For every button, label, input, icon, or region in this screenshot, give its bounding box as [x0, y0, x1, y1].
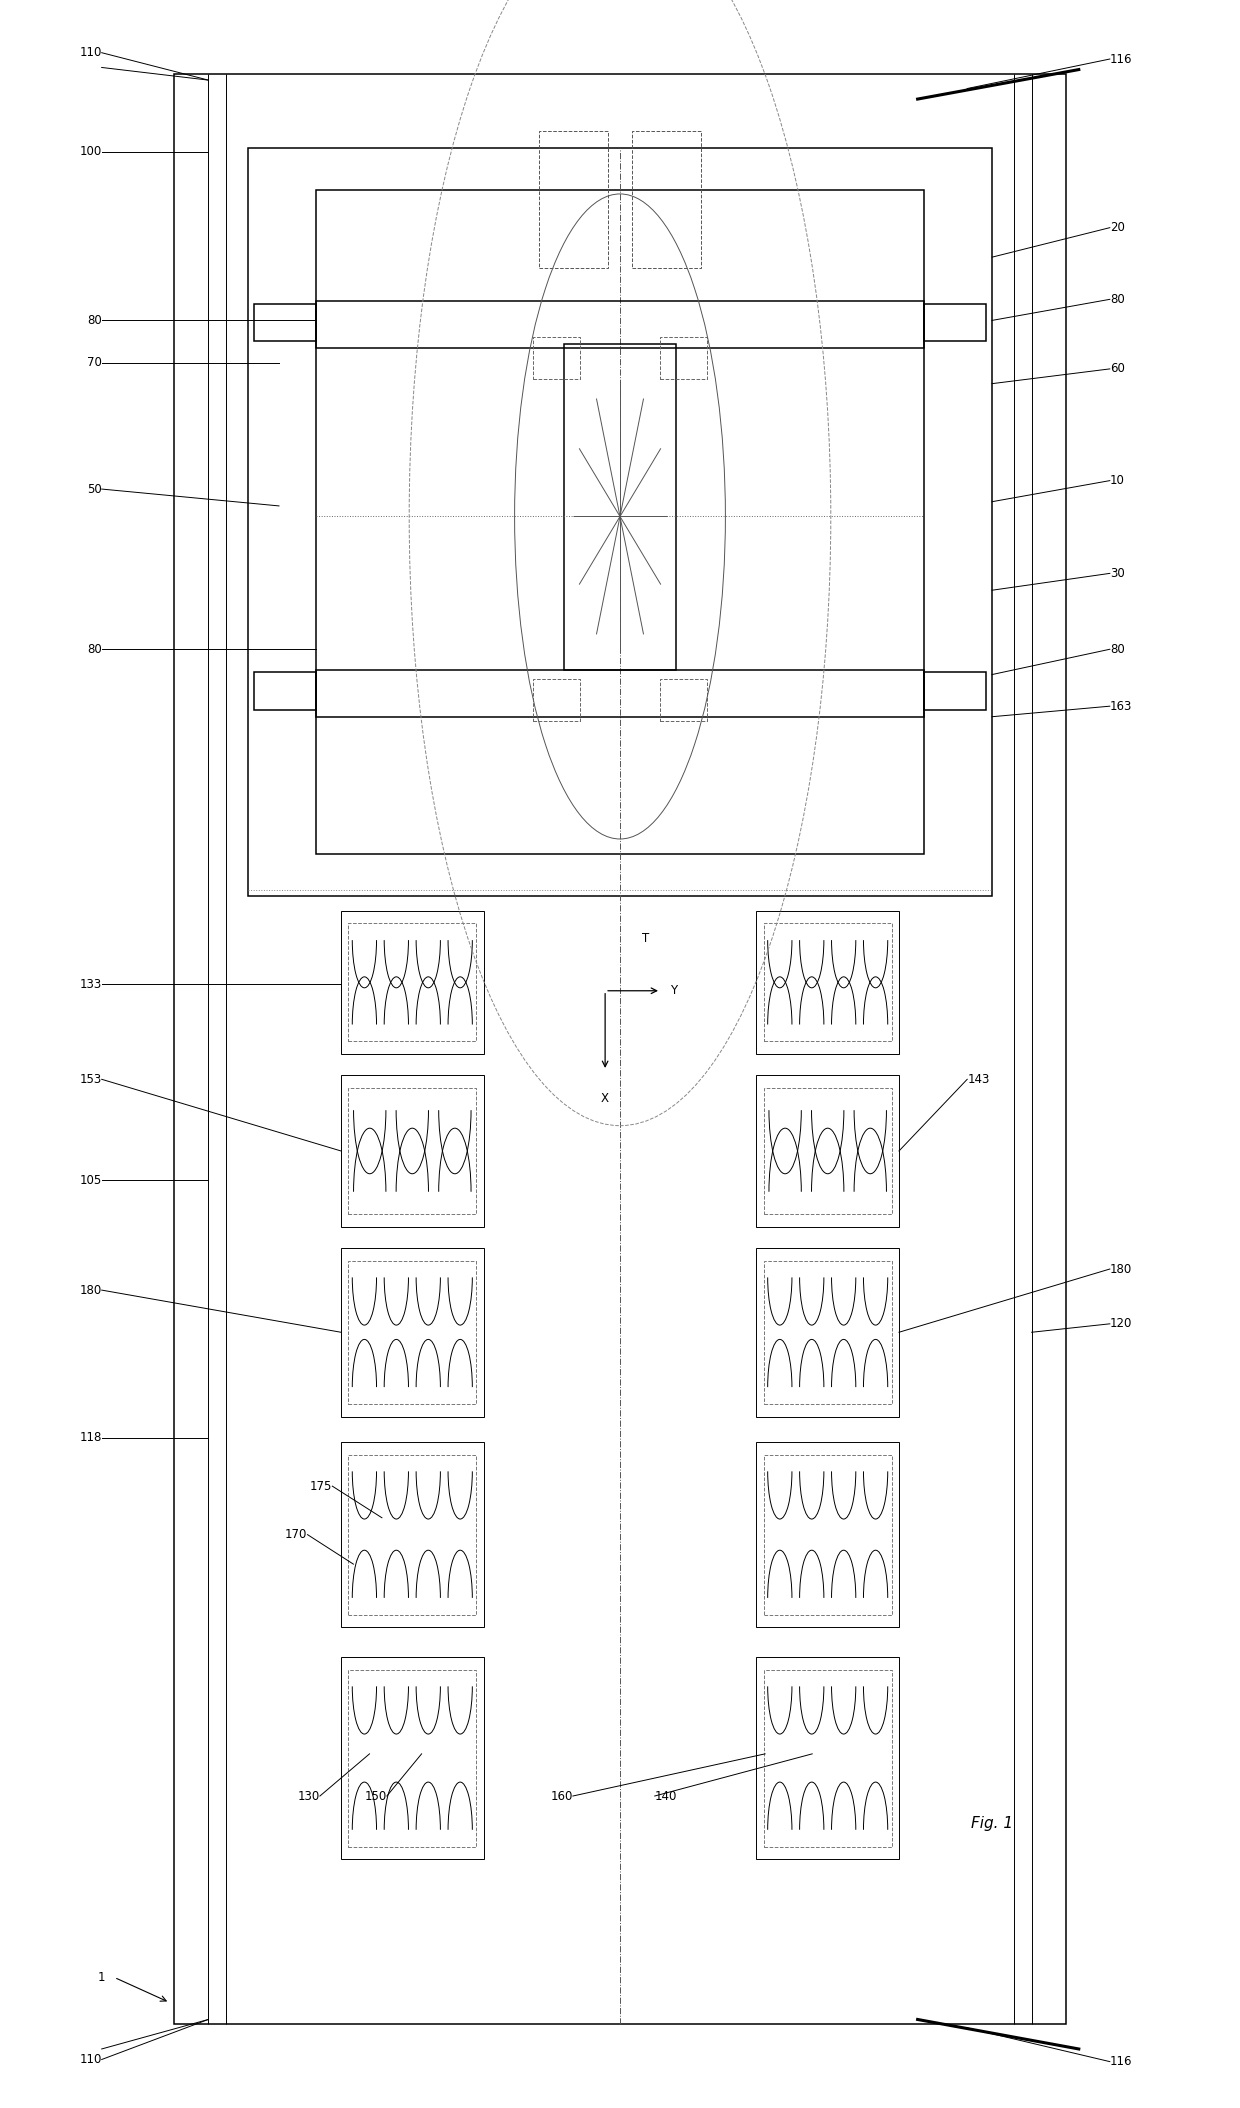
Text: 116: 116 — [1110, 53, 1132, 65]
Text: 20: 20 — [1110, 221, 1125, 234]
Text: 10: 10 — [1110, 474, 1125, 487]
Bar — [756, 911, 899, 1054]
Bar — [533, 337, 580, 379]
Bar — [174, 74, 1066, 2024]
Text: 80: 80 — [1110, 293, 1125, 306]
Bar — [254, 304, 316, 341]
Bar — [756, 1075, 899, 1227]
Text: 110: 110 — [79, 2053, 102, 2066]
Text: 110: 110 — [79, 46, 102, 59]
Text: 118: 118 — [79, 1431, 102, 1444]
Bar — [341, 1075, 484, 1227]
Bar — [764, 1670, 892, 1847]
Text: Y: Y — [670, 984, 677, 997]
Bar — [764, 1261, 892, 1404]
Text: 180: 180 — [79, 1284, 102, 1296]
Text: 150: 150 — [365, 1790, 387, 1802]
Text: 50: 50 — [87, 483, 102, 495]
Text: 130: 130 — [298, 1790, 320, 1802]
Text: X: X — [601, 1092, 609, 1105]
Bar — [348, 1455, 476, 1615]
Text: 80: 80 — [1110, 643, 1125, 656]
Text: 170: 170 — [285, 1528, 308, 1541]
Text: 60: 60 — [1110, 363, 1125, 375]
Bar — [764, 923, 892, 1041]
Text: 100: 100 — [79, 145, 102, 158]
Bar — [341, 911, 484, 1054]
Bar — [533, 679, 580, 721]
Bar — [924, 672, 986, 710]
Text: 153: 153 — [79, 1073, 102, 1086]
Bar — [348, 1261, 476, 1404]
Text: 30: 30 — [1110, 567, 1125, 580]
Text: 133: 133 — [79, 978, 102, 991]
Bar — [254, 672, 316, 710]
Text: 180: 180 — [1110, 1263, 1132, 1275]
Bar — [756, 1657, 899, 1859]
Bar — [341, 1248, 484, 1417]
Text: 80: 80 — [87, 314, 102, 327]
Text: 1: 1 — [98, 1971, 105, 1984]
Bar — [348, 1670, 476, 1847]
Bar — [660, 337, 707, 379]
Bar — [564, 344, 676, 670]
Text: 70: 70 — [87, 356, 102, 369]
Bar — [316, 190, 924, 854]
Text: 120: 120 — [1110, 1318, 1132, 1330]
Bar — [764, 1455, 892, 1615]
Text: T: T — [642, 932, 650, 944]
Bar — [348, 923, 476, 1041]
Bar — [632, 131, 701, 268]
Bar — [341, 1442, 484, 1627]
Text: 80: 80 — [87, 643, 102, 656]
Text: 160: 160 — [551, 1790, 573, 1802]
Bar — [764, 1088, 892, 1214]
Bar — [539, 131, 608, 268]
Bar — [756, 1442, 899, 1627]
Text: 116: 116 — [1110, 2055, 1132, 2068]
Bar — [756, 1248, 899, 1417]
Text: Fig. 1: Fig. 1 — [971, 1815, 1013, 1832]
Bar — [248, 148, 992, 896]
Text: 140: 140 — [655, 1790, 677, 1802]
Text: 105: 105 — [79, 1174, 102, 1187]
Bar — [348, 1088, 476, 1214]
Bar — [341, 1657, 484, 1859]
Text: 175: 175 — [310, 1480, 332, 1492]
Bar — [924, 304, 986, 341]
Bar — [660, 679, 707, 721]
Bar — [316, 301, 924, 348]
Text: 163: 163 — [1110, 700, 1132, 713]
Bar — [316, 670, 924, 717]
Text: 143: 143 — [967, 1073, 990, 1086]
